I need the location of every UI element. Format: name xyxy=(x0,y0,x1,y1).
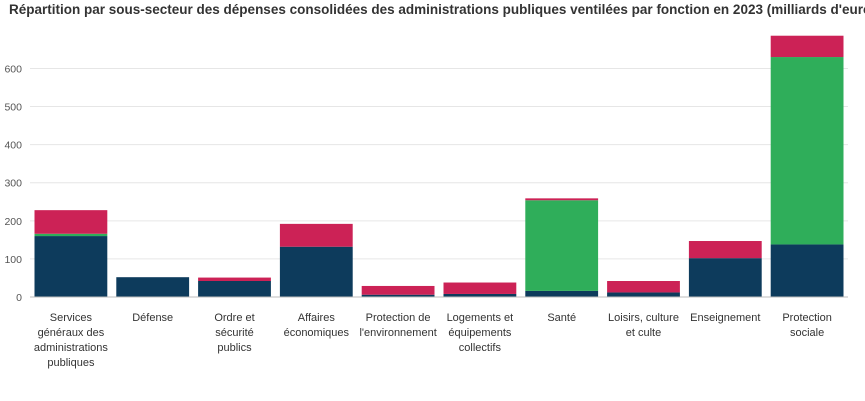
x-category-label: économiques xyxy=(284,327,350,339)
x-category-label: collectifs xyxy=(459,342,502,354)
x-category-label: Défense xyxy=(132,312,173,324)
bar-segment-series-3 xyxy=(607,281,680,293)
bar-segment-series-1 xyxy=(607,292,680,297)
bar-segment-series-1 xyxy=(361,294,435,297)
bar-segment-series-1 xyxy=(279,246,353,297)
y-tick-label: 200 xyxy=(4,216,22,228)
bar-segment-series-3 xyxy=(279,223,353,247)
bar-segment-series-1 xyxy=(525,290,599,297)
bar-segment-series-2 xyxy=(770,57,844,245)
bar-segment-series-2 xyxy=(525,200,599,291)
bar-segment-series-3 xyxy=(443,282,517,294)
y-tick-label: 100 xyxy=(4,254,22,266)
x-category-label: Santé xyxy=(547,312,576,324)
x-category-label: Services xyxy=(50,312,93,324)
x-category-label: Loisirs, culture xyxy=(608,312,679,324)
x-category-label: Protection xyxy=(782,312,832,324)
x-category-label: généraux des xyxy=(38,327,105,339)
bar-segment-series-3 xyxy=(361,285,435,295)
x-category-label: administrations xyxy=(34,342,108,354)
x-category-label: l'environnement xyxy=(359,327,436,339)
x-category-label: sociale xyxy=(790,327,824,339)
x-category-label: sécurité xyxy=(215,327,254,339)
x-category-label: Affaires xyxy=(298,312,336,324)
bar-segment-series-1 xyxy=(198,281,271,297)
x-category-label: Logements et xyxy=(447,312,514,324)
bar-segment-series-3 xyxy=(770,35,844,58)
x-category-label: Ordre et xyxy=(214,312,254,324)
bar-segment-series-3 xyxy=(34,210,108,234)
y-tick-label: 500 xyxy=(4,102,22,114)
y-tick-label: 300 xyxy=(4,178,22,190)
bar-segment-series-2 xyxy=(34,233,108,237)
y-tick-label: 600 xyxy=(4,63,22,75)
x-category-label: publiques xyxy=(47,357,95,369)
bar-segment-series-1 xyxy=(688,258,762,297)
x-category-label: Enseignement xyxy=(690,312,760,324)
bar-segment-series-3 xyxy=(525,198,599,201)
bar-segment-series-1 xyxy=(443,293,517,297)
x-category-label: Protection de xyxy=(366,312,431,324)
y-tick-label: 0 xyxy=(16,292,22,304)
bar-segment-series-1 xyxy=(34,236,108,297)
chart-title: Répartition par sous-secteur des dépense… xyxy=(9,2,865,17)
bar-segment-series-3 xyxy=(688,241,762,259)
x-category-label: équipements xyxy=(448,327,511,339)
y-tick-label: 400 xyxy=(4,140,22,152)
x-category-label: et culte xyxy=(626,327,661,339)
bar-segment-series-3 xyxy=(198,277,271,282)
x-category-label: publics xyxy=(217,342,252,354)
bar-segment-series-1 xyxy=(116,277,190,297)
bar-segment-series-1 xyxy=(770,244,844,297)
